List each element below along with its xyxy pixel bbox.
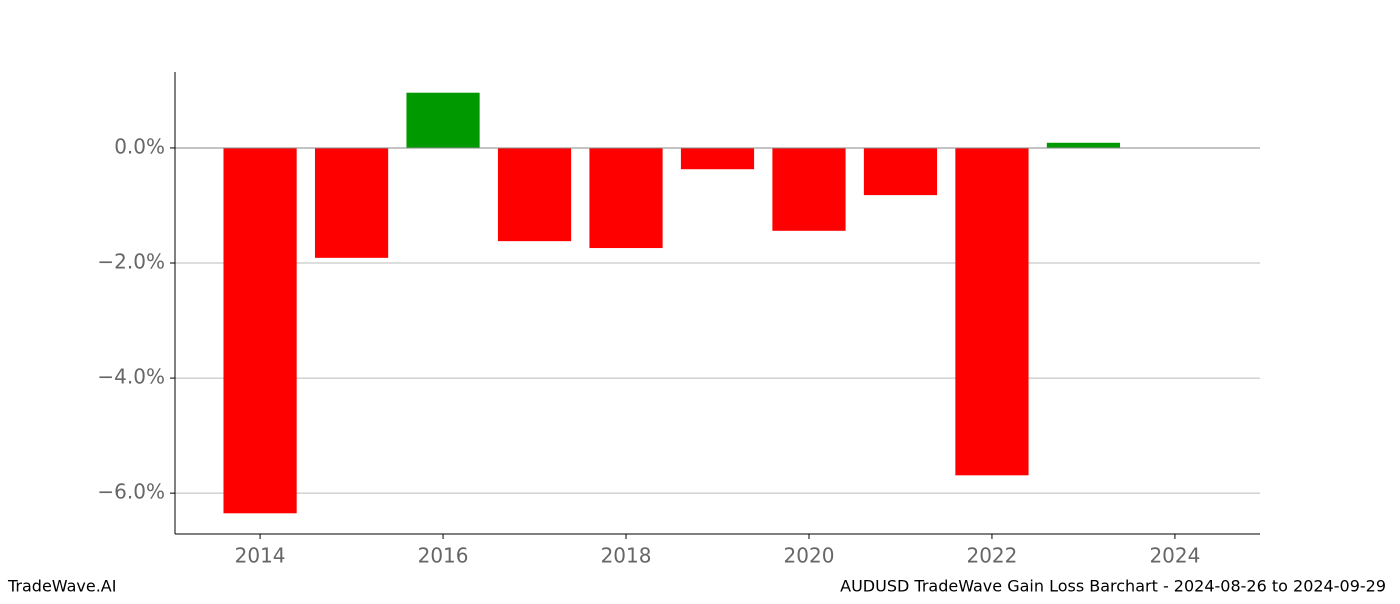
bar bbox=[589, 147, 663, 249]
x-tick-label: 2016 bbox=[418, 544, 469, 568]
x-tick-label: 2018 bbox=[601, 544, 652, 568]
y-tick-label: 0.0% bbox=[114, 134, 165, 158]
watermark: TradeWave.AI bbox=[7, 577, 116, 596]
bar bbox=[223, 147, 297, 514]
bar bbox=[406, 92, 480, 148]
y-tick-label: −4.0% bbox=[97, 365, 165, 389]
x-tick-label: 2022 bbox=[966, 544, 1017, 568]
bar bbox=[955, 147, 1029, 476]
bar bbox=[1046, 142, 1121, 148]
x-tick-label: 2020 bbox=[784, 544, 835, 568]
bar bbox=[863, 147, 938, 196]
y-tick-label: −2.0% bbox=[97, 250, 165, 274]
bar bbox=[772, 147, 846, 231]
bar bbox=[680, 147, 755, 170]
bar bbox=[497, 147, 572, 242]
y-tick-label: −6.0% bbox=[97, 480, 165, 504]
bar bbox=[314, 147, 389, 258]
chart-title: AUDUSD TradeWave Gain Loss Barchart - 20… bbox=[840, 577, 1386, 596]
x-tick-label: 2024 bbox=[1149, 544, 1200, 568]
x-tick-label: 2014 bbox=[235, 544, 286, 568]
